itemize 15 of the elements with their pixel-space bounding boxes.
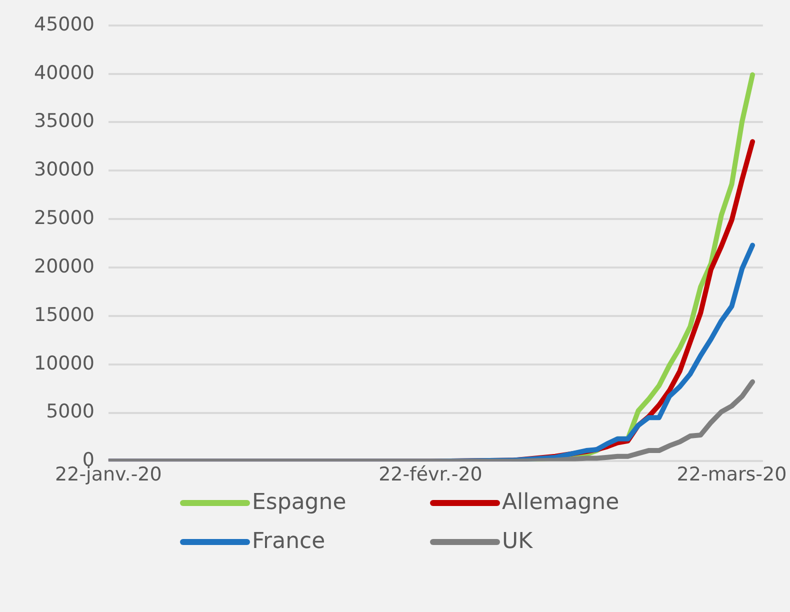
x-tick-label: 22-mars-20 xyxy=(676,464,787,486)
legend-label: UK xyxy=(502,529,533,554)
y-tick-label: 40000 xyxy=(34,62,94,84)
legend-label: France xyxy=(252,529,326,554)
y-tick-label: 15000 xyxy=(34,304,94,326)
y-tick-label: 45000 xyxy=(34,13,94,36)
y-tick-label: 10000 xyxy=(34,352,94,374)
legend-label: Allemagne xyxy=(502,490,620,515)
y-tick-label: 5000 xyxy=(46,400,94,423)
y-tick-label: 20000 xyxy=(34,255,94,278)
legend-label: Espagne xyxy=(252,490,346,515)
x-tick-label: 22-févr.-20 xyxy=(378,464,482,486)
y-tick-label: 30000 xyxy=(34,158,94,181)
y-tick-label: 25000 xyxy=(34,207,94,230)
y-tick-label: 35000 xyxy=(34,110,94,132)
